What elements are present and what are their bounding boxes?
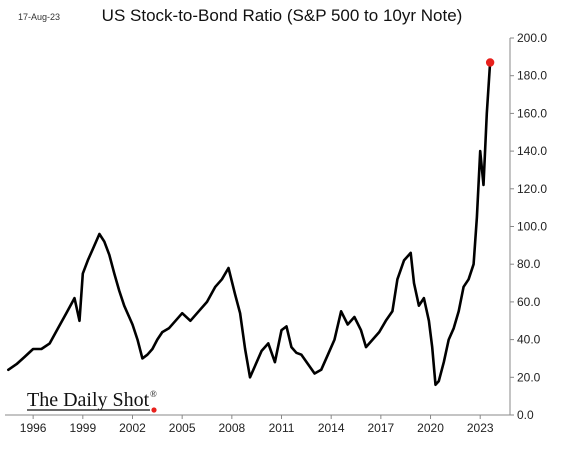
daily-shot-logo: The Daily Shot ® [27, 389, 157, 413]
x-tick-label: 2005 [169, 421, 196, 435]
y-tick-label: 200.0 [517, 31, 547, 45]
y-tick-label: 20.0 [517, 370, 541, 384]
x-tick-label: 1996 [20, 421, 47, 435]
y-tick-label: 100.0 [517, 220, 547, 234]
date-label: 17-Aug-23 [18, 12, 60, 22]
y-tick-label: 80.0 [517, 257, 541, 271]
x-tick-label: 1999 [69, 421, 96, 435]
y-tick-label: 160.0 [517, 106, 547, 120]
ratio-series-line [7, 61, 492, 387]
x-tick-label: 2008 [218, 421, 245, 435]
x-tick-label: 2023 [467, 421, 494, 435]
y-tick-label: 40.0 [517, 333, 541, 347]
y-tick-label: 120.0 [517, 182, 547, 196]
x-tick-label: 2017 [368, 421, 395, 435]
last-value-marker [485, 58, 495, 67]
y-tick-label: 140.0 [517, 144, 547, 158]
y-tick-label: 180.0 [517, 69, 547, 83]
x-tick-label: 2020 [417, 421, 444, 435]
series-layer [7, 58, 495, 387]
chart-title: US Stock-to-Bond Ratio (S&P 500 to 10yr … [102, 6, 463, 25]
y-tick-label: 60.0 [517, 295, 541, 309]
y-tick-label: 0.0 [517, 408, 534, 422]
x-tick-label: 2011 [269, 421, 295, 435]
y-axis: 0.0 20.0 40.0 60.0 80.0 100.0 120.0 140.0 160.0 1… [509, 31, 547, 422]
logo-red-dot [151, 407, 157, 413]
logo-registered-mark: ® [150, 389, 157, 399]
x-tick-label: 2002 [119, 421, 146, 435]
logo-text: The Daily Shot [27, 389, 150, 411]
x-tick-label: 2014 [318, 421, 345, 435]
x-axis: 1996 1999 2002 2005 2008 2011 2014 2017 2020 2023 [5, 414, 510, 435]
